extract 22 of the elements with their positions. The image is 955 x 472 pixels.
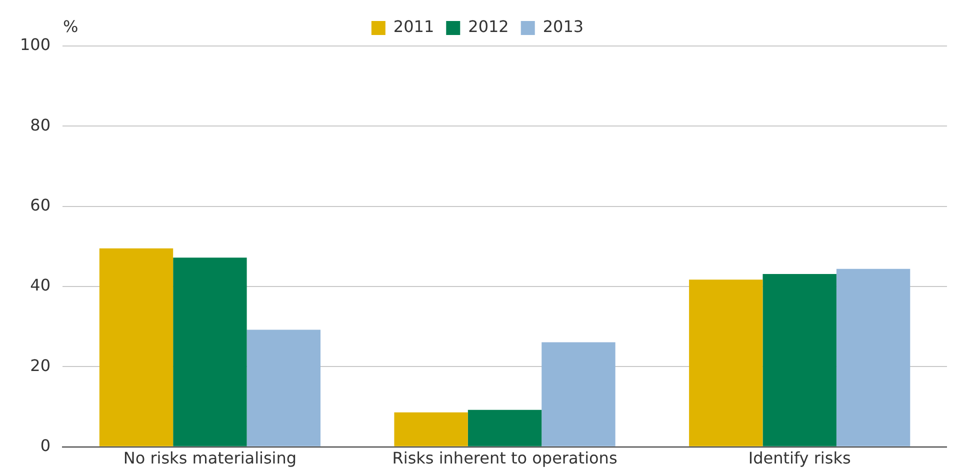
- y-tick-label: 60: [30, 195, 51, 214]
- x-tick-label: Risks inherent to operations: [392, 448, 618, 468]
- bar: [836, 268, 910, 446]
- legend-label: 2012: [468, 17, 509, 36]
- y-tick-label: 80: [30, 115, 51, 134]
- bar: [246, 330, 321, 446]
- bar: [173, 258, 247, 446]
- legend-label: 2013: [542, 17, 584, 36]
- y-tick-label: 20: [30, 356, 51, 375]
- bar: [468, 410, 542, 446]
- y-tick-label: 100: [20, 35, 51, 54]
- x-tick-label: Identify risks: [748, 448, 851, 468]
- bar: [689, 280, 763, 446]
- y-tick-label: 40: [30, 276, 51, 295]
- y-tick-label: 0: [40, 436, 51, 455]
- y-axis-title: %: [63, 17, 78, 36]
- bar: [762, 274, 836, 446]
- bar: [542, 342, 616, 446]
- bar: [99, 248, 174, 446]
- legend-label: 2011: [393, 17, 434, 36]
- bar: [394, 412, 468, 446]
- x-tick-label: No risks materialising: [123, 448, 297, 468]
